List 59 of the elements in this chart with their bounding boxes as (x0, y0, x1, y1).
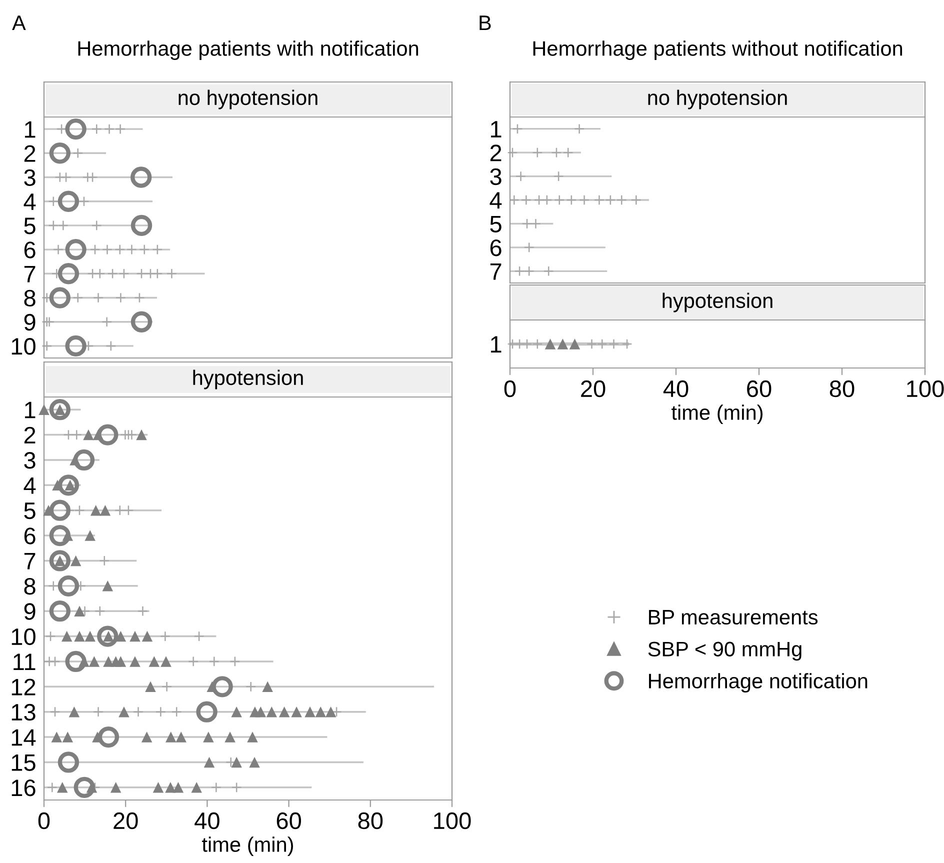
x-tick-label: 0 (504, 380, 516, 398)
y-tick-label: 3 (24, 452, 36, 469)
y-tick-label: 1 (491, 336, 502, 353)
y-tick-label: 9 (24, 603, 36, 620)
y-tick-label: 12 (12, 678, 36, 696)
x-tick-label: 80 (830, 380, 854, 398)
x-axis-title: time (min) (672, 404, 763, 424)
x-tick-label: 60 (747, 380, 772, 398)
y-tick-label: 11 (14, 654, 36, 670)
y-tick-label: 8 (24, 290, 36, 307)
chart-title: Hemorrhage patients with notification (78, 40, 418, 60)
chart-subtitle: hypotension (662, 292, 772, 312)
y-tick-label: 1 (491, 121, 502, 138)
x-tick-label: 60 (276, 812, 302, 830)
x-tick-label: 20 (114, 812, 138, 830)
y-tick-label: 15 (12, 754, 36, 772)
legend-label: BP measurements (649, 610, 818, 625)
y-tick-label: 1 (25, 402, 36, 418)
y-tick-label: 16 (12, 779, 36, 796)
y-tick-label: 2 (490, 144, 502, 162)
chart-subtitle: no hypotension (178, 90, 318, 110)
y-tick-label: 2 (24, 145, 36, 162)
y-tick-label: 10 (12, 628, 36, 646)
x-tick-label: 100 (907, 380, 944, 398)
y-tick-label: 4 (24, 477, 36, 494)
chart-subtitle: hypotension (193, 370, 303, 390)
x-tick-label: 0 (38, 812, 50, 830)
y-tick-label: 13 (12, 704, 36, 721)
y-tick-label: 9 (24, 314, 36, 331)
y-tick-label: 7 (24, 266, 36, 282)
x-tick-label: 40 (663, 380, 688, 398)
y-tick-label: 10 (12, 338, 36, 355)
y-tick-label: 3 (490, 168, 502, 186)
y-tick-label: 14 (12, 729, 36, 746)
chart-title: Hemorrhage patients without notification (533, 40, 902, 60)
y-tick-label: 1 (25, 121, 36, 138)
y-tick-label: 4 (490, 192, 502, 209)
y-tick-label: 5 (490, 216, 502, 232)
y-tick-label: 7 (490, 263, 502, 280)
y-tick-label: 3 (24, 169, 36, 186)
y-tick-label: 8 (24, 578, 36, 595)
y-tick-label: 2 (24, 426, 36, 444)
y-tick-label: 5 (24, 502, 36, 520)
y-tick-label: 5 (24, 218, 36, 234)
text: A (12, 16, 26, 30)
y-tick-label: 6 (24, 528, 36, 544)
x-tick-label: 20 (581, 380, 606, 398)
chart-subtitle: no hypotension (648, 90, 787, 110)
x-tick-label: 100 (434, 812, 471, 830)
x-tick-label: 40 (194, 812, 220, 830)
y-tick-label: 4 (24, 194, 36, 210)
legend-label: SBP < 90 mmHg (648, 642, 802, 661)
x-axis-title: time (min) (202, 836, 294, 856)
y-tick-label: 7 (24, 553, 36, 570)
y-tick-label: 6 (24, 242, 36, 258)
legend-label: Hemorrhage notification (649, 673, 868, 693)
text: B (480, 16, 491, 30)
x-tick-label: 80 (358, 812, 383, 830)
y-tick-label: 6 (490, 239, 502, 256)
